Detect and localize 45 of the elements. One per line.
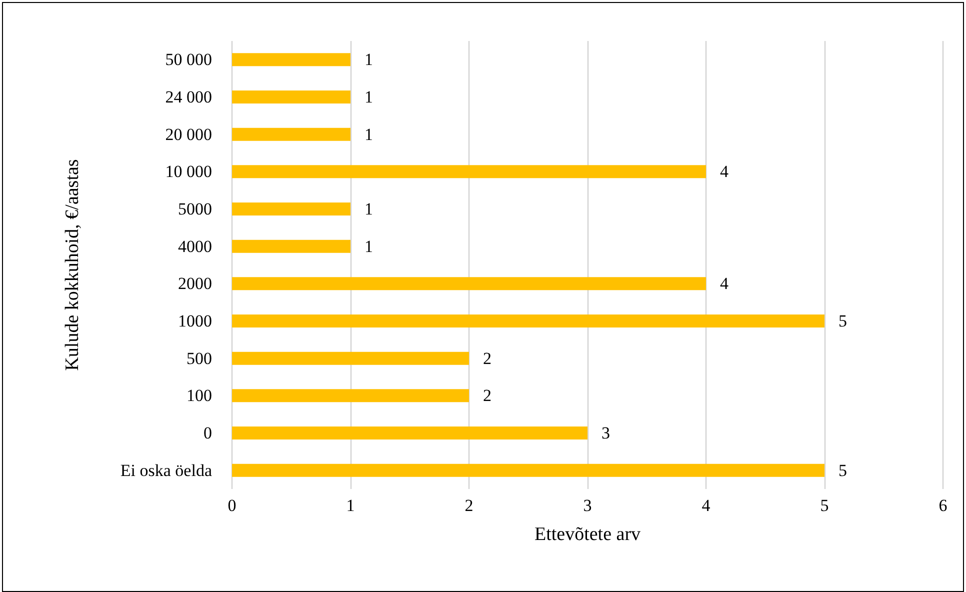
data-label: 1 [364, 88, 373, 106]
x-tick-label: 5 [820, 496, 829, 515]
y-tick-label: 24 000 [165, 88, 212, 106]
bar [232, 202, 350, 216]
y-tick-label: 1000 [178, 312, 212, 330]
data-label: 4 [720, 162, 729, 182]
data-label: 1 [364, 124, 373, 144]
x-tick-label: 4 [702, 496, 711, 515]
bar [232, 426, 588, 440]
data-label: 1 [364, 200, 373, 218]
x-tick-label: 1 [346, 496, 355, 515]
bar [232, 165, 706, 178]
data-label: 4 [720, 274, 729, 294]
bar [232, 90, 350, 104]
bar [232, 464, 824, 477]
x-tick-label: 6 [938, 496, 948, 515]
bar [232, 53, 350, 66]
y-tick-label: 10 000 [165, 162, 212, 182]
data-label: 2 [483, 348, 492, 368]
data-label: 3 [602, 424, 610, 442]
y-tick-label: 4000 [178, 236, 212, 256]
bar [232, 314, 824, 328]
y-tick-label: 50 000 [165, 50, 212, 70]
data-label: 2 [483, 386, 492, 406]
x-tick-label: 2 [464, 496, 474, 515]
y-tick-label: 20 000 [165, 124, 212, 144]
data-label: 1 [364, 50, 373, 70]
y-axis-title: Kulude kokkuhoid, €/aastas [62, 159, 83, 371]
x-axis-title: Ettevõtete arv [534, 524, 642, 545]
bar [232, 277, 706, 290]
bar [232, 389, 469, 402]
y-tick-label: 100 [186, 386, 212, 406]
y-tick-label: 5000 [178, 200, 212, 218]
data-label: 5 [838, 312, 847, 330]
y-tick-label: 0 [204, 424, 212, 442]
data-label: 1 [364, 236, 373, 256]
bar [232, 128, 350, 141]
y-tick-label: Ei oska öelda [120, 460, 212, 480]
x-tick-label: 3 [583, 496, 592, 515]
data-label: 5 [838, 460, 847, 480]
y-tick-label: 2000 [178, 274, 212, 294]
bar [232, 352, 469, 365]
y-tick-label: 500 [186, 348, 212, 368]
x-tick-label: 0 [228, 496, 236, 515]
bar [232, 240, 350, 253]
